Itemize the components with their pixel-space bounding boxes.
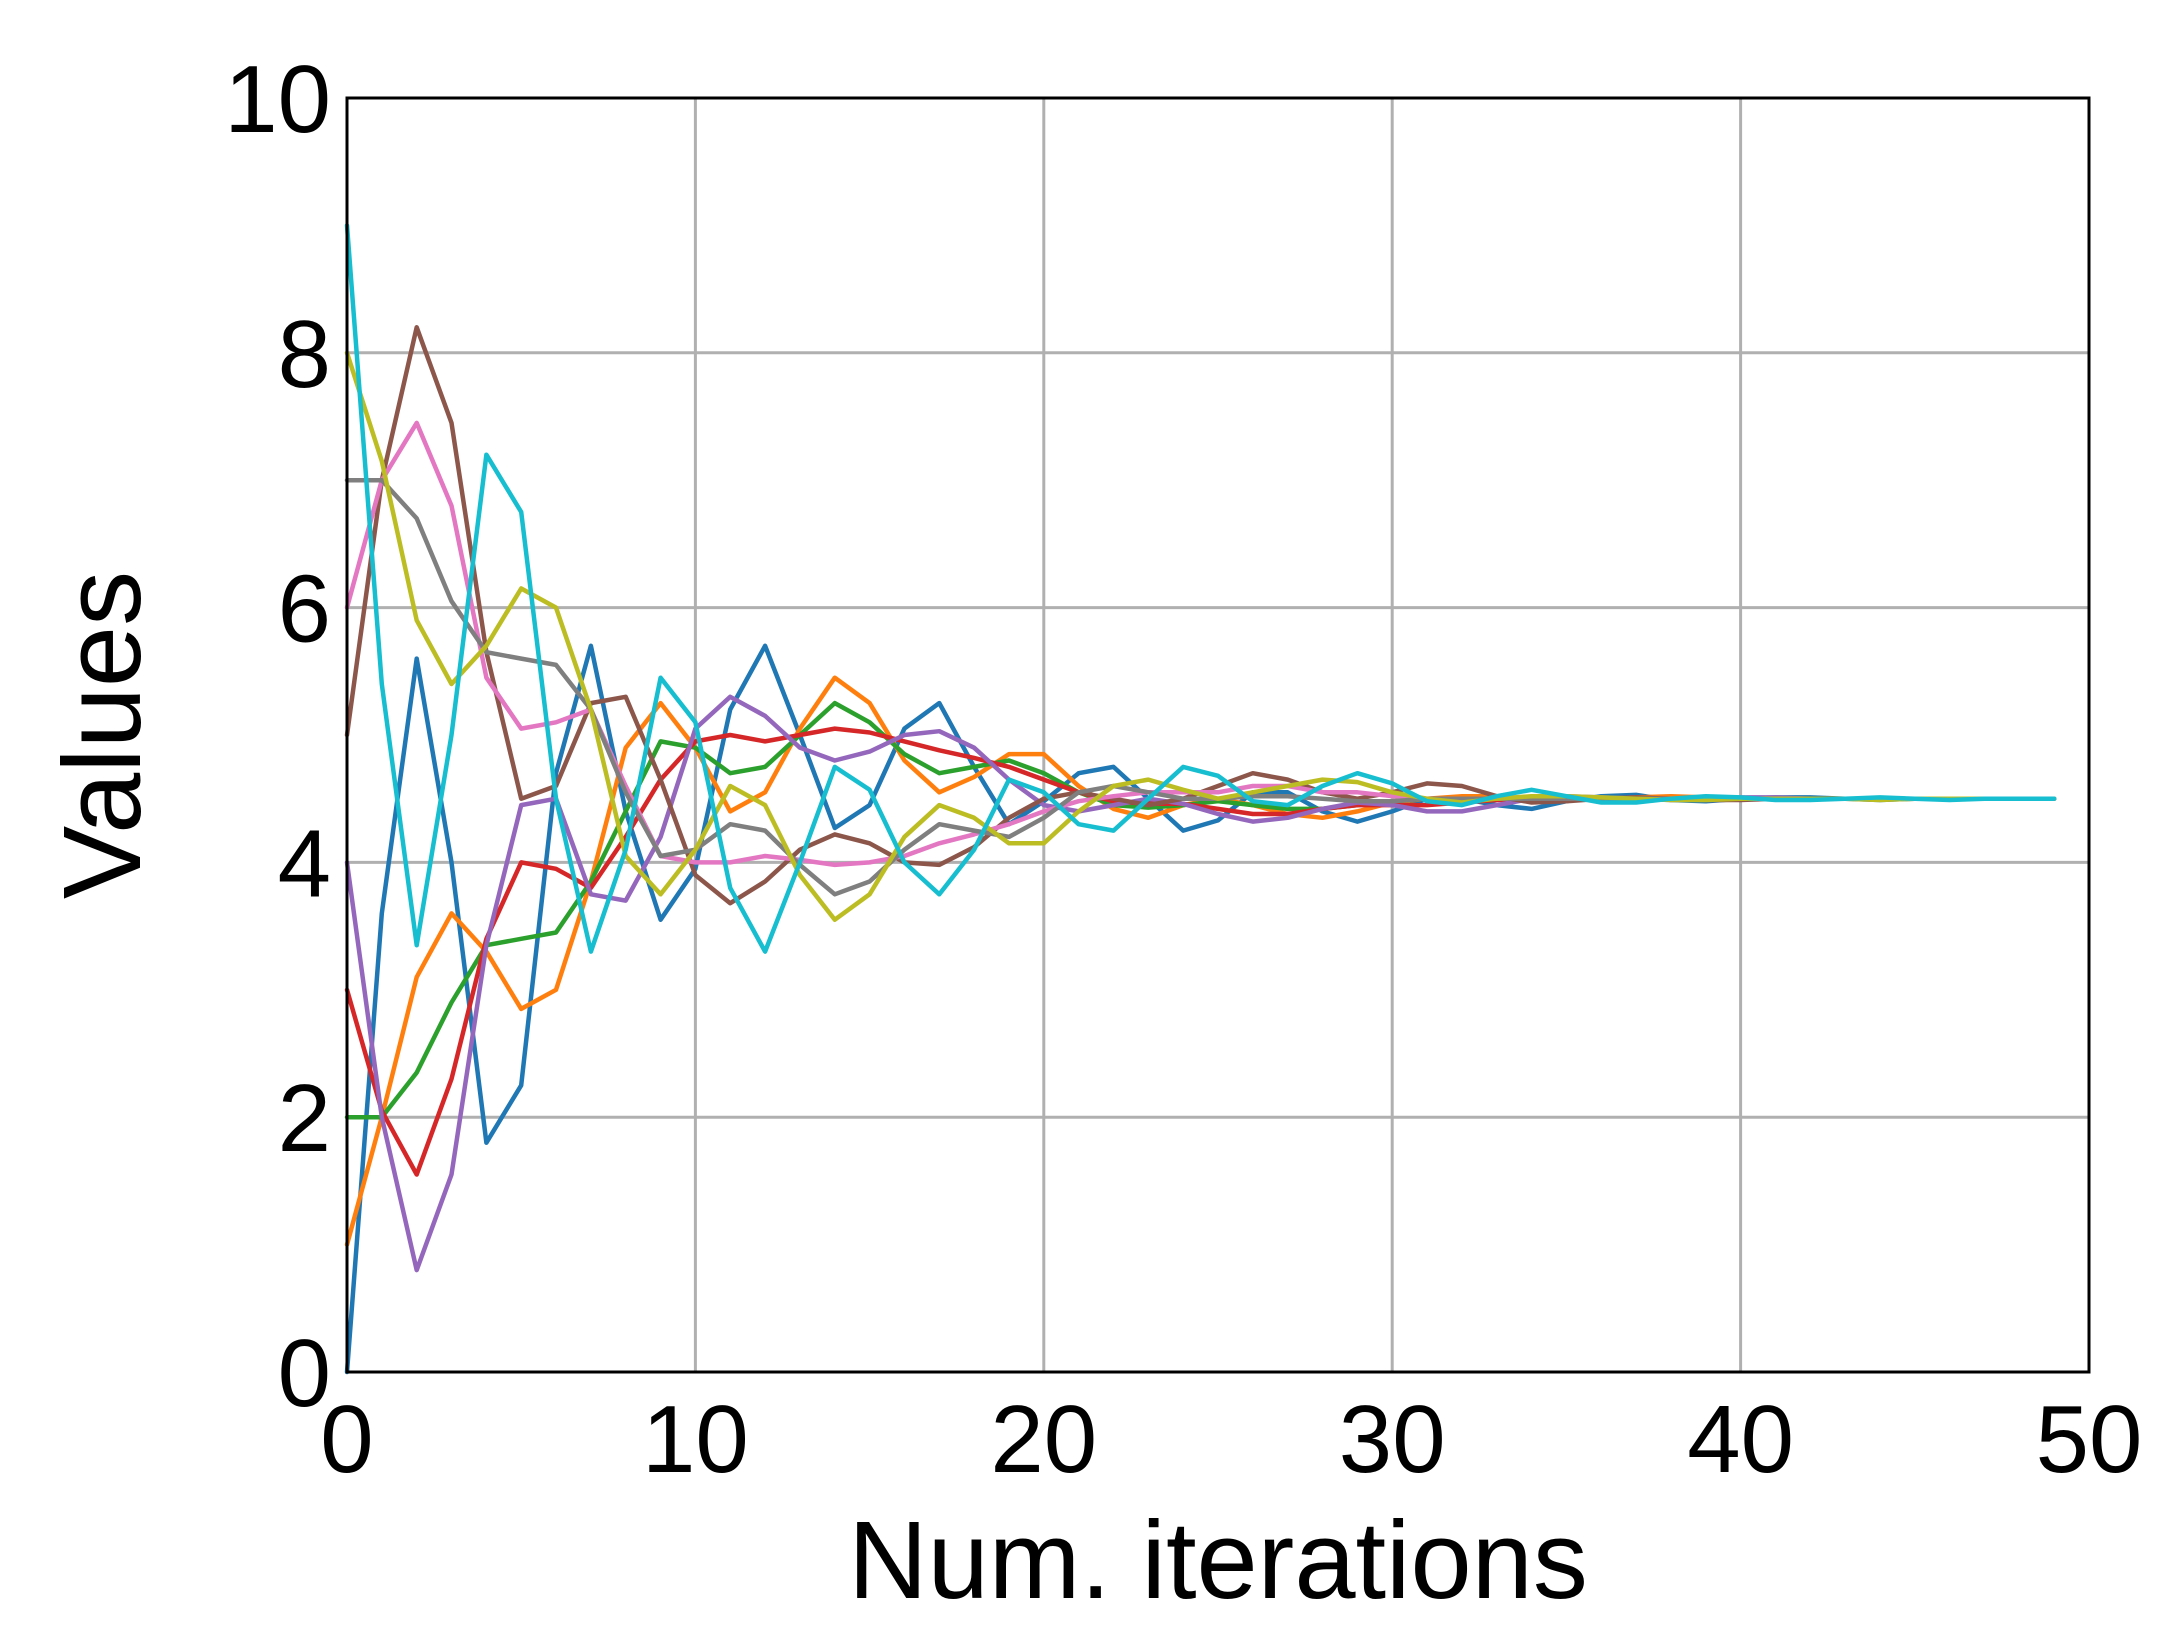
x-tick-label: 20 xyxy=(990,1386,1097,1493)
series-line-10 xyxy=(344,223,2057,954)
y-tick-labels: 0 2 4 6 8 10 xyxy=(224,46,331,1427)
plot-frame xyxy=(345,96,2091,1374)
series-lines xyxy=(344,223,2057,1375)
x-tick-label: 30 xyxy=(1339,1386,1446,1493)
y-tick-label: 8 xyxy=(278,301,331,408)
y-tick-label: 6 xyxy=(278,556,331,663)
series-line-6 xyxy=(344,325,2057,906)
y-tick-label: 0 xyxy=(278,1320,331,1427)
y-axis-title: Values xyxy=(41,571,164,899)
x-tick-label: 0 xyxy=(320,1386,373,1493)
series-line-5 xyxy=(344,694,2057,1273)
y-tick-label: 2 xyxy=(278,1065,331,1172)
x-axis-title: Num. iterations xyxy=(848,1499,1588,1622)
x-tick-label: 40 xyxy=(1687,1386,1794,1493)
y-tick-label: 10 xyxy=(224,46,331,153)
x-tick-label: 50 xyxy=(2036,1386,2143,1493)
y-tick-label: 4 xyxy=(278,810,331,917)
x-tick-labels: 0 10 20 30 40 50 xyxy=(320,1386,2142,1493)
x-tick-label: 10 xyxy=(642,1386,749,1493)
